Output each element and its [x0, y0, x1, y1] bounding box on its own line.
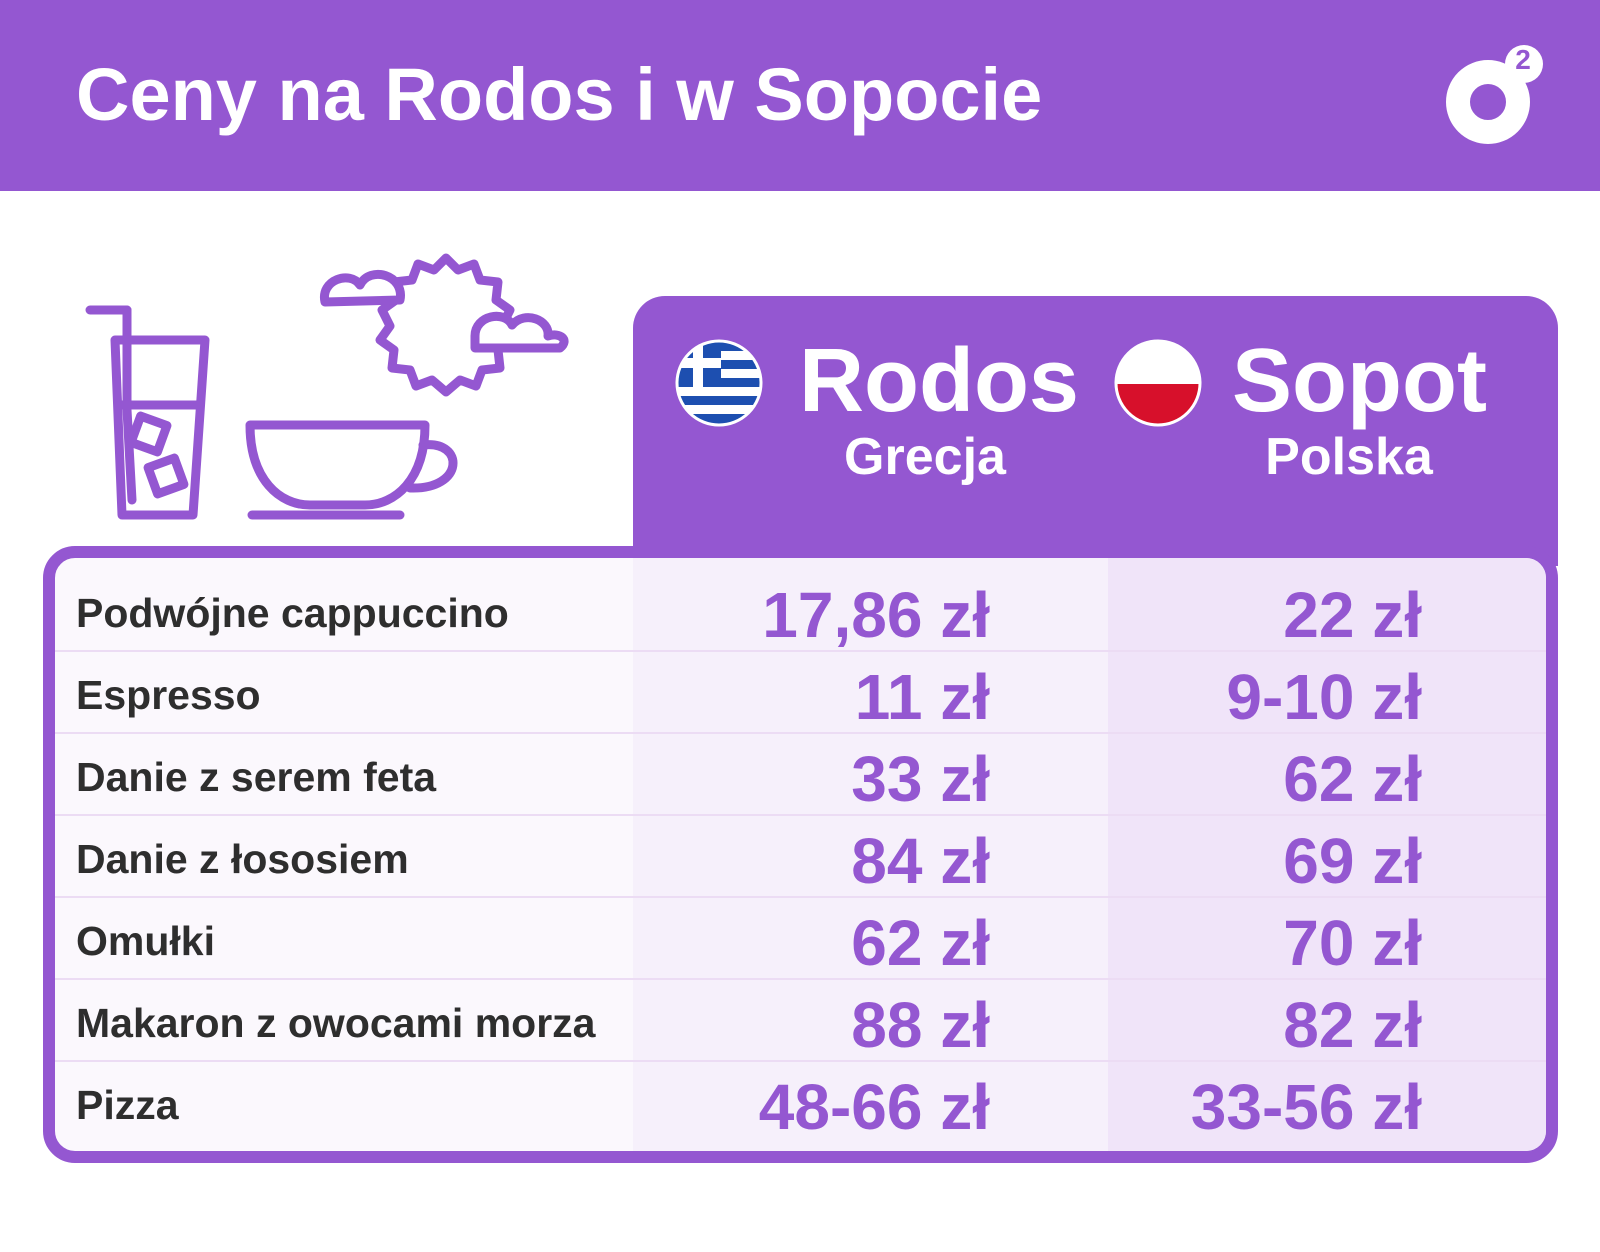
column-subtitle: Grecja [844, 428, 1006, 486]
column-subtitle: Polska [1265, 428, 1433, 486]
flag-poland [1114, 339, 1202, 427]
price: 88 zł [851, 989, 990, 1061]
price: 62 zł [851, 907, 990, 979]
header [0, 0, 1600, 191]
column-background [633, 558, 1108, 1151]
price: 82 zł [1283, 989, 1422, 1061]
price: 22 zł [1283, 579, 1422, 651]
item-name: Pizza [76, 1082, 179, 1128]
price: 62 zł [1283, 743, 1422, 815]
price: 69 zł [1283, 825, 1422, 897]
price: 33-56 zł [1190, 1071, 1422, 1143]
table-row: Danie z łososiem 84 zł 69 zł [55, 816, 1546, 898]
column-name: Rodos [799, 331, 1079, 431]
header-tab [633, 296, 1558, 566]
price: 17,86 zł [762, 579, 990, 651]
item-name: Makaron z owocami morza [76, 1000, 596, 1046]
logo-text: 2 [1515, 44, 1531, 75]
price: 48-66 zł [758, 1071, 990, 1143]
table-row: Espresso 11 zł 9-10 zł [55, 652, 1546, 734]
price: 70 zł [1283, 907, 1422, 979]
item-name: Danie z serem feta [76, 754, 437, 800]
table-row: Danie z serem feta 33 zł 62 zł [55, 734, 1546, 816]
illustration [85, 253, 569, 520]
item-name: Podwójne cappuccino [76, 590, 509, 636]
price: 11 zł [854, 661, 990, 733]
title: Ceny na Rodos i w Sopocie [76, 53, 1043, 136]
column-background [1108, 558, 1546, 1151]
table-row: Pizza 48-66 zł 33-56 zł [55, 1062, 1546, 1144]
logo [1446, 45, 1543, 144]
item-name: Omułki [76, 918, 215, 964]
price: 9-10 zł [1226, 661, 1422, 733]
flag-greece [675, 339, 763, 427]
table-row: Omułki 62 zł 70 zł [55, 898, 1546, 980]
price: 84 zł [851, 825, 990, 897]
item-name: Espresso [76, 672, 261, 718]
item-name: Danie z łososiem [76, 836, 409, 882]
price-table: Podwójne cappuccino 17,86 zł 22 zł Espresso… [43, 546, 1558, 1163]
price: 33 zł [851, 743, 990, 815]
column-name: Sopot [1232, 331, 1487, 431]
table-row: Podwójne cappuccino 17,86 zł 22 zł [55, 570, 1546, 652]
table-row: Makaron z owocami morza 88 zł 82 zł [55, 980, 1546, 1062]
